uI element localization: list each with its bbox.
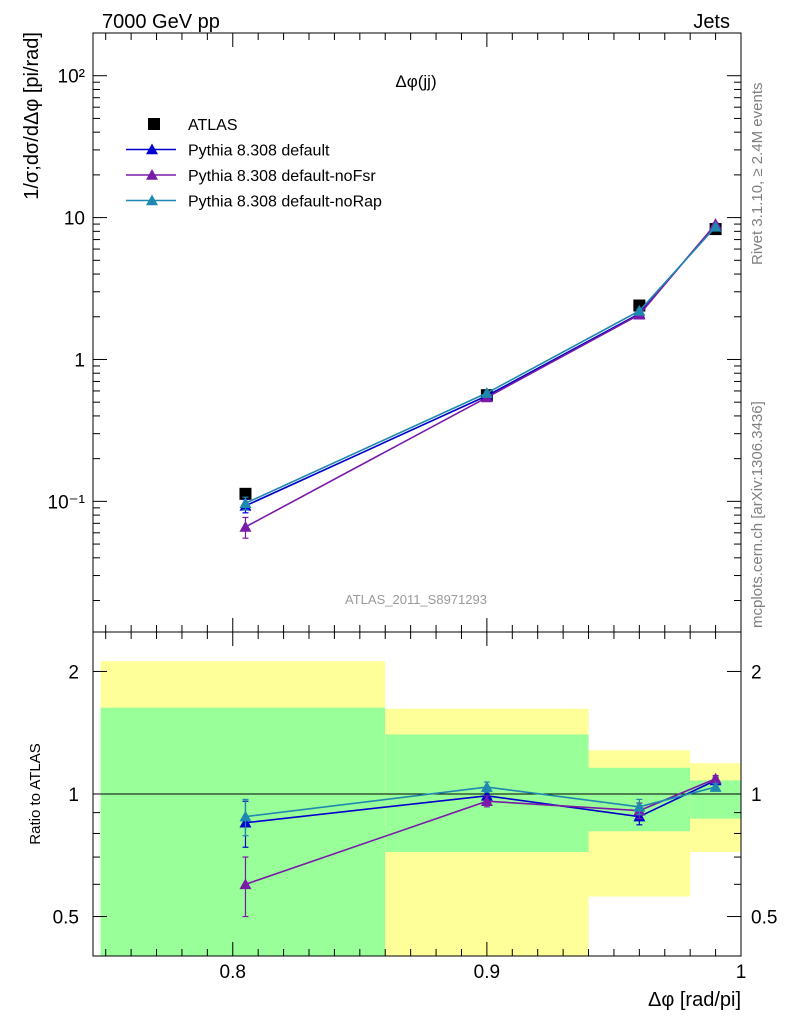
main-y-tick-label: 10⁻¹ [48, 492, 86, 513]
ratio-y-tick-label: 2 [68, 662, 79, 683]
data-point-triangle [480, 387, 493, 398]
ratio-data-point-triangle [480, 781, 493, 792]
x-axis-label: Δφ [rad/pi] [648, 989, 741, 1011]
header-left: 7000 GeV pp [102, 11, 220, 33]
legend-marker-square [148, 118, 160, 130]
data-point-triangle [239, 497, 252, 509]
ratio-series-line [245, 778, 716, 886]
ratio-plot-frame [92, 631, 742, 957]
main-y-axis-label: 1/σ;dσ/dΔφ [pi/rad] [21, 32, 43, 200]
legend-marker-triangle [146, 194, 158, 206]
legend-item: Pythia 8.308 default [126, 143, 330, 160]
series-line [245, 226, 717, 504]
ratio-data-point-triangle [633, 800, 646, 812]
series-pythia-8-308-default [239, 218, 722, 514]
x-tick-label: 0.8 [220, 962, 246, 983]
ratio-data-point-triangle [709, 772, 722, 784]
legend-marker-triangle [146, 143, 158, 155]
ratio-plot-panel: 0.5 0.5 1 1 2 2 0.8 0.9 1 Ratio to ATLAS Δφ [rad… [27, 631, 777, 1011]
x-tick-label: 1 [736, 962, 747, 983]
series-pythia-8-308-default-norap [239, 220, 722, 511]
ratio-data-point-triangle [480, 795, 493, 807]
ratio-series-line [245, 786, 716, 818]
series-line [245, 224, 717, 507]
ratio-data-layer [239, 772, 722, 918]
legend-label: ATLAS [188, 117, 238, 134]
ratio-y-tick-label-right: 0.5 [751, 908, 777, 929]
data-point-triangle [239, 520, 252, 532]
main-title: Δφ(jj) [395, 72, 436, 91]
ratio-data-point-triangle [239, 810, 252, 822]
legend-marker-triangle [146, 169, 158, 180]
analysis-label: ATLAS_2011_S8971293 [345, 592, 487, 607]
ratio-data-point-triangle [480, 789, 493, 801]
header-right: Jets [693, 11, 730, 33]
legend-item: Pythia 8.308 default-noFsr [126, 168, 376, 185]
legend-item: Pythia 8.308 default-noRap [126, 194, 382, 211]
main-y-tick-label: 1 [74, 350, 85, 371]
main-data-layer [239, 218, 722, 539]
main-y-tick-label: 10 [64, 209, 85, 230]
ratio-y-tick-label: 1 [68, 785, 79, 806]
legend-label: Pythia 8.308 default-noRap [188, 194, 382, 211]
data-point-triangle [709, 220, 722, 232]
ratio-y-axis-label: Ratio to ATLAS [27, 743, 44, 844]
main-ticks: 10⁻¹ 1 10 10² [48, 32, 742, 632]
main-y-tick-label: 10² [58, 67, 85, 88]
ratio-y-tick-label: 0.5 [53, 908, 79, 929]
series-pythia-8-308-default-nofsr [239, 218, 722, 539]
series-line [245, 223, 717, 528]
mcplots-text: mcplots.cern.ch [arXiv:1306.3436] [749, 401, 766, 628]
ratio-ticks: 0.5 0.5 1 1 2 2 0.8 0.9 1 [53, 632, 777, 983]
legend-label: Pythia 8.308 default-noFsr [188, 168, 376, 185]
legend: ATLAS Pythia 8.308 default Pythia 8.308 de… [126, 117, 382, 211]
band-inner [100, 707, 386, 956]
data-point-triangle [633, 304, 646, 316]
ratio-data-point-triangle [239, 878, 252, 890]
series-atlas [239, 223, 722, 500]
ratio-y-tick-label-right: 2 [751, 662, 762, 683]
ratio-data-point-triangle [709, 781, 722, 792]
legend-item: ATLAS [148, 117, 238, 134]
x-tick-label: 0.9 [474, 962, 500, 983]
ratio-series-pythia-8-308-default-norap [239, 781, 722, 837]
rivet-version-text: Rivet 3.1.10, ≥ 2.4M events [749, 83, 766, 266]
main-plot-panel: 10⁻¹ 1 10 10² Δφ(jj) ATLAS_2011_S8971293 1/… [21, 32, 742, 633]
ratio-uncertainty-bands [100, 661, 741, 956]
ratio-y-tick-label-right: 1 [751, 785, 762, 806]
legend-label: Pythia 8.308 default [188, 143, 330, 160]
